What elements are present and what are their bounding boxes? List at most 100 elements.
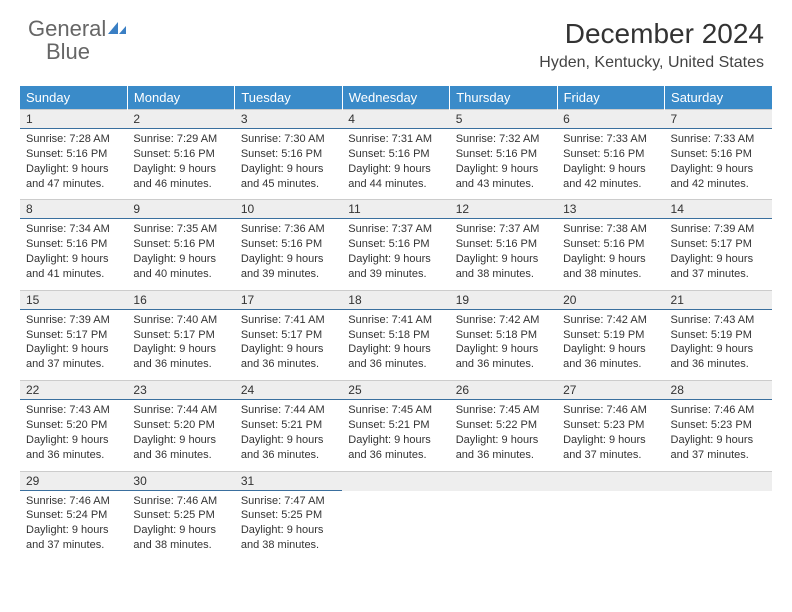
day-number: 17 bbox=[235, 290, 342, 309]
location-text: Hyden, Kentucky, United States bbox=[539, 54, 764, 72]
sunset-text: Sunset: 5:16 PM bbox=[456, 237, 551, 252]
day-cell: Sunrise: 7:30 AMSunset: 5:16 PMDaylight:… bbox=[235, 129, 342, 200]
daylight-text-2: and 39 minutes. bbox=[348, 267, 443, 282]
daylight-text-1: Daylight: 9 hours bbox=[348, 162, 443, 177]
sunset-text: Sunset: 5:23 PM bbox=[671, 418, 766, 433]
sunrise-text: Sunrise: 7:47 AM bbox=[241, 494, 336, 509]
weekday-header: Sunday bbox=[20, 86, 127, 110]
day-cell: Sunrise: 7:40 AMSunset: 5:17 PMDaylight:… bbox=[127, 309, 234, 380]
sunrise-text: Sunrise: 7:41 AM bbox=[241, 313, 336, 328]
sunset-text: Sunset: 5:16 PM bbox=[456, 147, 551, 162]
daylight-text-1: Daylight: 9 hours bbox=[241, 523, 336, 538]
day-number: 27 bbox=[557, 381, 664, 400]
day-number: 15 bbox=[20, 290, 127, 309]
day-cell: Sunrise: 7:46 AMSunset: 5:25 PMDaylight:… bbox=[127, 490, 234, 561]
sunset-text: Sunset: 5:18 PM bbox=[348, 328, 443, 343]
daylight-text-1: Daylight: 9 hours bbox=[26, 523, 121, 538]
day-cell: Sunrise: 7:41 AMSunset: 5:17 PMDaylight:… bbox=[235, 309, 342, 380]
daylight-text-2: and 46 minutes. bbox=[133, 177, 228, 192]
daylight-text-2: and 36 minutes. bbox=[671, 357, 766, 372]
sail-icon bbox=[106, 20, 128, 41]
logo-text-gray: General bbox=[28, 16, 106, 41]
sunset-text: Sunset: 5:17 PM bbox=[133, 328, 228, 343]
day-data-row: Sunrise: 7:43 AMSunset: 5:20 PMDaylight:… bbox=[20, 400, 772, 471]
day-number: 29 bbox=[20, 471, 127, 490]
daylight-text-2: and 37 minutes. bbox=[671, 267, 766, 282]
logo-text-blue: Blue bbox=[28, 39, 90, 64]
sunset-text: Sunset: 5:21 PM bbox=[241, 418, 336, 433]
sunrise-text: Sunrise: 7:33 AM bbox=[671, 132, 766, 147]
sunrise-text: Sunrise: 7:39 AM bbox=[671, 222, 766, 237]
day-cell: Sunrise: 7:46 AMSunset: 5:23 PMDaylight:… bbox=[557, 400, 664, 471]
sunset-text: Sunset: 5:16 PM bbox=[671, 147, 766, 162]
sunrise-text: Sunrise: 7:42 AM bbox=[456, 313, 551, 328]
sunset-text: Sunset: 5:16 PM bbox=[133, 237, 228, 252]
daylight-text-1: Daylight: 9 hours bbox=[133, 252, 228, 267]
day-cell: Sunrise: 7:33 AMSunset: 5:16 PMDaylight:… bbox=[665, 129, 772, 200]
sunrise-text: Sunrise: 7:45 AM bbox=[348, 403, 443, 418]
day-cell: Sunrise: 7:36 AMSunset: 5:16 PMDaylight:… bbox=[235, 219, 342, 290]
sunrise-text: Sunrise: 7:37 AM bbox=[456, 222, 551, 237]
daylight-text-1: Daylight: 9 hours bbox=[671, 252, 766, 267]
day-number: 9 bbox=[127, 200, 234, 219]
day-cell: Sunrise: 7:43 AMSunset: 5:19 PMDaylight:… bbox=[665, 309, 772, 380]
daylight-text-1: Daylight: 9 hours bbox=[563, 342, 658, 357]
sunrise-text: Sunrise: 7:40 AM bbox=[133, 313, 228, 328]
day-number bbox=[342, 471, 449, 490]
day-number: 14 bbox=[665, 200, 772, 219]
day-data-row: Sunrise: 7:34 AMSunset: 5:16 PMDaylight:… bbox=[20, 219, 772, 290]
daynum-row: 15161718192021 bbox=[20, 290, 772, 309]
day-number: 5 bbox=[450, 110, 557, 129]
daylight-text-2: and 38 minutes. bbox=[241, 538, 336, 553]
sunset-text: Sunset: 5:20 PM bbox=[133, 418, 228, 433]
daylight-text-2: and 37 minutes. bbox=[26, 538, 121, 553]
daylight-text-1: Daylight: 9 hours bbox=[133, 162, 228, 177]
day-data-row: Sunrise: 7:28 AMSunset: 5:16 PMDaylight:… bbox=[20, 129, 772, 200]
day-number: 22 bbox=[20, 381, 127, 400]
sunset-text: Sunset: 5:25 PM bbox=[241, 508, 336, 523]
daylight-text-1: Daylight: 9 hours bbox=[241, 433, 336, 448]
daylight-text-1: Daylight: 9 hours bbox=[26, 162, 121, 177]
daylight-text-1: Daylight: 9 hours bbox=[348, 433, 443, 448]
sunrise-text: Sunrise: 7:30 AM bbox=[241, 132, 336, 147]
daylight-text-2: and 38 minutes. bbox=[456, 267, 551, 282]
sunrise-text: Sunrise: 7:46 AM bbox=[563, 403, 658, 418]
day-cell bbox=[342, 490, 449, 561]
sunset-text: Sunset: 5:22 PM bbox=[456, 418, 551, 433]
day-number: 20 bbox=[557, 290, 664, 309]
sunset-text: Sunset: 5:21 PM bbox=[348, 418, 443, 433]
day-number: 8 bbox=[20, 200, 127, 219]
daylight-text-2: and 38 minutes. bbox=[133, 538, 228, 553]
daylight-text-2: and 36 minutes. bbox=[348, 448, 443, 463]
daylight-text-2: and 45 minutes. bbox=[241, 177, 336, 192]
page-header: General Blue December 2024 Hyden, Kentuc… bbox=[0, 0, 792, 80]
sunrise-text: Sunrise: 7:45 AM bbox=[456, 403, 551, 418]
day-number: 31 bbox=[235, 471, 342, 490]
daylight-text-2: and 36 minutes. bbox=[456, 448, 551, 463]
sunrise-text: Sunrise: 7:37 AM bbox=[348, 222, 443, 237]
daylight-text-1: Daylight: 9 hours bbox=[671, 342, 766, 357]
title-block: December 2024 Hyden, Kentucky, United St… bbox=[539, 18, 764, 72]
day-number: 13 bbox=[557, 200, 664, 219]
day-number: 21 bbox=[665, 290, 772, 309]
weekday-header: Monday bbox=[127, 86, 234, 110]
sunset-text: Sunset: 5:18 PM bbox=[456, 328, 551, 343]
daylight-text-2: and 38 minutes. bbox=[563, 267, 658, 282]
daylight-text-1: Daylight: 9 hours bbox=[26, 433, 121, 448]
day-cell: Sunrise: 7:28 AMSunset: 5:16 PMDaylight:… bbox=[20, 129, 127, 200]
daylight-text-2: and 36 minutes. bbox=[133, 357, 228, 372]
daylight-text-1: Daylight: 9 hours bbox=[26, 252, 121, 267]
day-cell: Sunrise: 7:46 AMSunset: 5:23 PMDaylight:… bbox=[665, 400, 772, 471]
day-number: 30 bbox=[127, 471, 234, 490]
sunrise-text: Sunrise: 7:44 AM bbox=[241, 403, 336, 418]
daylight-text-2: and 41 minutes. bbox=[26, 267, 121, 282]
sunset-text: Sunset: 5:16 PM bbox=[563, 147, 658, 162]
sunset-text: Sunset: 5:17 PM bbox=[26, 328, 121, 343]
daylight-text-1: Daylight: 9 hours bbox=[563, 252, 658, 267]
daylight-text-2: and 36 minutes. bbox=[241, 448, 336, 463]
daylight-text-1: Daylight: 9 hours bbox=[348, 342, 443, 357]
calendar-table: Sunday Monday Tuesday Wednesday Thursday… bbox=[20, 86, 772, 561]
day-number bbox=[557, 471, 664, 490]
day-number: 3 bbox=[235, 110, 342, 129]
daylight-text-2: and 42 minutes. bbox=[563, 177, 658, 192]
